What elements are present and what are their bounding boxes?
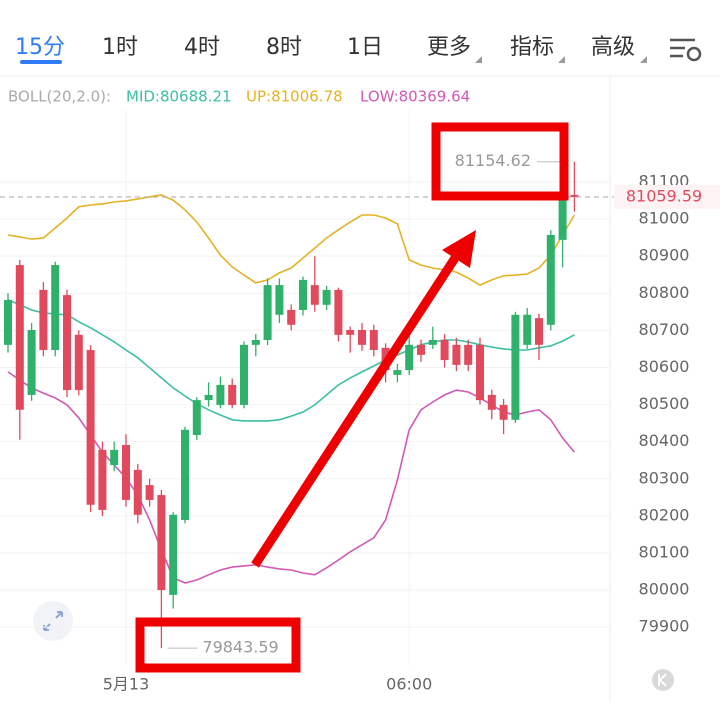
indicator-line	[7, 194, 576, 286]
candle-body	[299, 279, 307, 310]
y-tick-label: 80400	[639, 431, 690, 450]
last-price-box	[614, 184, 720, 209]
candle-body	[181, 429, 189, 520]
y-tick-label: 80200	[639, 505, 690, 524]
candle-body	[369, 329, 378, 351]
candle-body	[440, 340, 449, 361]
candle-body	[169, 514, 178, 595]
candle-body	[358, 329, 366, 345]
y-tick-label: 81000	[639, 209, 690, 228]
tab[interactable]: 4时	[184, 35, 220, 60]
candle-body	[499, 404, 508, 420]
candle-body	[263, 285, 272, 341]
candle-body	[570, 194, 579, 197]
candle-body	[157, 495, 166, 591]
candle-body	[27, 329, 36, 395]
y-tick-label: 80500	[639, 394, 690, 413]
candle-body	[39, 289, 48, 351]
last-price-label: 81059.59	[626, 186, 702, 205]
candle-body	[535, 318, 543, 345]
tab[interactable]: 1时	[102, 35, 138, 60]
candle-body	[523, 314, 532, 345]
tab[interactable]: 1日	[347, 35, 383, 60]
overlay: 15分 1时 4时 8时 1日 更多 指标 高级 BOLL(20,2.0): MID:80688.…	[0, 35, 720, 694]
candle-body	[251, 340, 260, 345]
candle-body	[98, 449, 107, 510]
candle-body	[558, 194, 567, 240]
candle-body	[464, 344, 473, 365]
annotation	[135, 122, 569, 673]
y-tick-label: 80700	[639, 320, 690, 339]
candle-body	[310, 285, 319, 305]
tab[interactable]: 高级	[591, 35, 635, 60]
candle-body	[240, 344, 248, 405]
candle-body	[322, 289, 331, 305]
annotation-arrowhead	[442, 230, 476, 268]
y-tick-label: 80900	[639, 246, 690, 265]
candle-body	[86, 350, 95, 505]
tab[interactable]: 8时	[266, 35, 302, 60]
plot	[0, 110, 610, 665]
k-button[interactable]	[652, 669, 674, 691]
candle-body	[110, 449, 119, 466]
tab[interactable]: 指标	[510, 35, 554, 60]
max-label: 81154.62	[455, 151, 531, 170]
legend-entry: LOW:80369.64	[360, 88, 470, 106]
candle-body	[334, 289, 343, 335]
y-tick-label: 80300	[639, 468, 690, 487]
candle-body	[452, 344, 461, 365]
candle-body	[476, 344, 484, 401]
candle-body	[275, 285, 284, 315]
candle-body	[63, 295, 71, 391]
candle-body	[204, 394, 213, 401]
settings-icon[interactable]	[670, 38, 702, 62]
candle-body	[74, 334, 83, 391]
candle-body	[228, 384, 237, 405]
candle-body	[546, 235, 555, 325]
candle-body	[192, 400, 201, 435]
indicator-label: BOLL(20,2.0):	[8, 88, 111, 106]
candle-body	[15, 265, 24, 410]
dropdown-marker	[475, 56, 482, 63]
candle-body	[287, 309, 296, 325]
min-label: 79843.59	[202, 638, 278, 657]
x-tick-label: 06:00	[386, 675, 432, 694]
y-tick-label: 80000	[639, 580, 690, 599]
dropdown-marker	[558, 56, 565, 63]
candle-body	[216, 384, 225, 405]
candle-body	[428, 340, 437, 345]
tab[interactable]: 15分	[15, 35, 65, 60]
active-tab-underline	[20, 60, 62, 64]
candle-body	[133, 469, 142, 515]
candle-body	[511, 314, 520, 420]
candle-body	[346, 329, 355, 335]
x-tick-label: 5月13	[103, 675, 150, 694]
candle-body	[145, 485, 154, 500]
candle-body	[4, 299, 12, 345]
candle-body	[51, 265, 60, 351]
y-tick-label: 80600	[639, 357, 690, 376]
y-tick-label: 80800	[639, 283, 690, 302]
legend-entry: UP:81006.78	[246, 88, 343, 106]
candle-body	[417, 344, 425, 355]
legend-entry: MID:80688.21	[126, 88, 232, 106]
dropdown-marker	[640, 56, 647, 63]
tab[interactable]: 更多	[427, 35, 471, 60]
candle-body	[393, 370, 402, 375]
expand-button[interactable]	[33, 601, 73, 641]
y-tick-label: 80100	[639, 542, 690, 561]
candle-body	[487, 394, 496, 410]
candle-body	[405, 344, 414, 371]
candle-body	[122, 445, 130, 500]
y-tick-label: 79900	[639, 617, 690, 636]
